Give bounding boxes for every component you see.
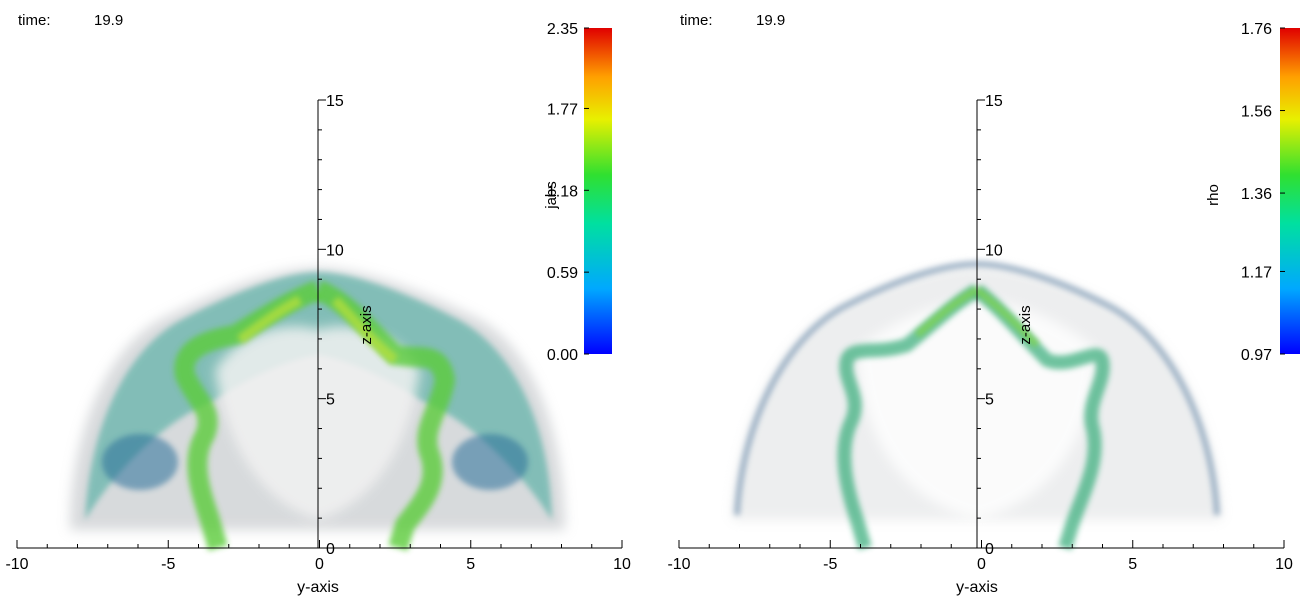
z-axis-ticks: 0 5 10 15 [977, 93, 1003, 558]
colorbar-tick-label: 1.76 [1241, 21, 1272, 38]
colorbar-tick-label: 0.00 [547, 347, 578, 364]
z-axis-label: z-axis [1017, 305, 1034, 344]
x-tick-label: -10 [667, 556, 690, 573]
x-tick-label: -5 [823, 556, 837, 573]
time-value: 19.9 [94, 12, 124, 29]
z-tick-label: 5 [326, 392, 335, 409]
x-axis-label: y-axis [297, 579, 339, 596]
time-value: 19.9 [756, 12, 786, 29]
colorbar-tick-label: 1.56 [1241, 104, 1272, 121]
colorbar-tick-label: 2.35 [547, 21, 578, 38]
x-tick-label: 5 [466, 556, 475, 573]
x-tick-label: -5 [161, 556, 175, 573]
time-label: time: [680, 12, 713, 29]
colorbar-tick-label: 1.36 [1241, 186, 1272, 203]
z-tick-label: 10 [985, 242, 1003, 259]
z-tick-label: 0 [985, 541, 994, 558]
z-tick-label: 5 [985, 392, 994, 409]
x-axis-ticks: -10 -5 0 5 10 [667, 540, 1293, 573]
z-tick-label: 0 [326, 541, 335, 558]
x-tick-label: 10 [613, 556, 631, 573]
time-label: time: [18, 12, 51, 29]
x-tick-label: 5 [1128, 556, 1137, 573]
z-tick-label: 15 [985, 93, 1003, 110]
colorbar-tick-label: 0.59 [547, 265, 578, 282]
colorbar-ticks: 2.35 1.77 1.18 0.59 0.00 [547, 21, 589, 364]
z-axis-ticks: 0 5 10 15 [318, 93, 344, 558]
x-tick-label: 10 [1275, 556, 1293, 573]
right-plot-panel: time: 19.9 [652, 0, 1304, 600]
colorbar-label: rho [1205, 184, 1222, 206]
colorbar-tick-label: 1.77 [547, 101, 578, 118]
x-axis-ticks: -10 -5 0 5 10 [5, 540, 631, 573]
colorbar-tick-label: 1.18 [547, 183, 578, 200]
colorbar [1280, 28, 1300, 354]
left-plot-panel: time: 19.9 [5, 12, 631, 596]
z-tick-label: 15 [326, 93, 344, 110]
colorbar [584, 28, 612, 354]
colorbar-label: jabs [543, 181, 560, 210]
left-plot-svg: -10 -5 0 5 10 0 5 10 15 y-axis z-axis 2.35 1.77 1… [5, 21, 631, 596]
z-axis-label: z-axis [358, 305, 375, 344]
x-axis-label: y-axis [956, 579, 998, 596]
colorbar-tick-label: 0.97 [1241, 347, 1272, 364]
x-tick-label: 0 [977, 556, 986, 573]
z-tick-label: 10 [326, 242, 344, 259]
x-tick-label: -10 [5, 556, 28, 573]
colorbar-tick-label: 1.17 [1241, 264, 1272, 281]
colorbar-ticks: 1.76 1.56 1.36 1.17 0.97 [1241, 21, 1285, 364]
x-tick-label: 0 [315, 556, 324, 573]
